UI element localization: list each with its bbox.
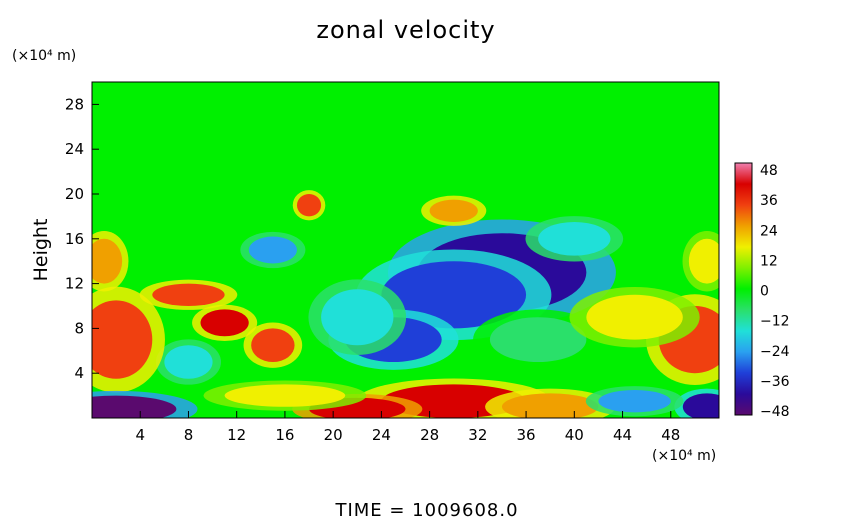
time-label: TIME = 1009608.0 [334, 500, 518, 519]
x-tick-label-8: 36 [517, 426, 536, 444]
y-tick-label-3: 16 [65, 230, 84, 248]
field-feature-7 [538, 222, 611, 256]
y-tick-label-1: 8 [74, 319, 84, 337]
x-tick-label-4: 20 [324, 426, 343, 444]
colorbar-tick-label-7: −36 [760, 374, 790, 390]
plot-frame [91, 81, 720, 419]
y-tick-label-4: 20 [65, 185, 84, 203]
field-upper-layer [92, 82, 719, 189]
y-tick-label-6: 28 [65, 95, 84, 113]
field-feature-11 [251, 328, 295, 363]
x-tick-label-3: 16 [275, 426, 294, 444]
colorbar-tick-label-0: 48 [760, 163, 778, 179]
colorbar-tick-label-8: −48 [760, 404, 790, 420]
field-feature-18 [501, 393, 599, 418]
field-feature-20 [92, 395, 177, 418]
x-tick-label-6: 28 [420, 426, 439, 444]
x-tick-label-2: 12 [227, 426, 246, 444]
x-tick-label-11: 48 [661, 426, 680, 444]
x-tick-label-9: 40 [565, 426, 584, 444]
field-feature-23 [296, 194, 322, 217]
field-feature-19 [224, 384, 346, 407]
field-feature-10 [200, 309, 249, 337]
colorbar-tick-label-6: −24 [760, 344, 790, 360]
velocity-field [92, 82, 719, 418]
x-axis-unit: (×10⁴ m) [652, 448, 716, 464]
y-axis-unit: (×10⁴ m) [12, 48, 76, 64]
y-axis-ticks: 4 8 12 16 20 24 28 [65, 95, 99, 382]
chart-title: zonal velocity [316, 16, 495, 44]
y-tick-label-2: 12 [65, 275, 84, 293]
colorbar-tick-label-4: 0 [760, 284, 769, 300]
y-axis-label: Height [30, 219, 52, 282]
x-tick-label-0: 4 [135, 426, 145, 444]
colorbar-tick-label-2: 24 [760, 223, 778, 239]
field-feature-13 [586, 294, 683, 340]
x-tick-label-7: 32 [468, 426, 487, 444]
field-feature-4 [489, 317, 587, 362]
field-feature-14 [92, 238, 123, 284]
field-feature-8 [92, 300, 153, 379]
x-tick-label-1: 8 [184, 426, 194, 444]
field-feature-3 [321, 289, 394, 346]
colorbar-ticks: 48 36 24 12 0 −12 −24 −36 −48 [760, 163, 790, 420]
x-tick-label-10: 44 [613, 426, 632, 444]
field-feature-21 [682, 393, 719, 418]
x-tick-label-5: 24 [372, 426, 391, 444]
y-tick-label-0: 4 [74, 364, 84, 382]
y-tick-label-5: 24 [65, 140, 84, 158]
field-feature-15 [688, 238, 719, 284]
field-feature-22 [598, 390, 671, 413]
colorbar-tick-label-5: −12 [760, 314, 790, 330]
x-axis-ticks: 4 8 12 16 20 24 28 32 36 40 44 48 [135, 411, 680, 444]
field-feature-24 [429, 199, 478, 222]
colorbar-tick-label-1: 36 [760, 193, 778, 209]
colorbar-tick-label-3: 12 [760, 253, 778, 269]
field-feature-6 [164, 345, 213, 379]
field-feature-9 [152, 283, 225, 306]
colorbar [734, 162, 753, 416]
field-feature-5 [248, 236, 297, 264]
